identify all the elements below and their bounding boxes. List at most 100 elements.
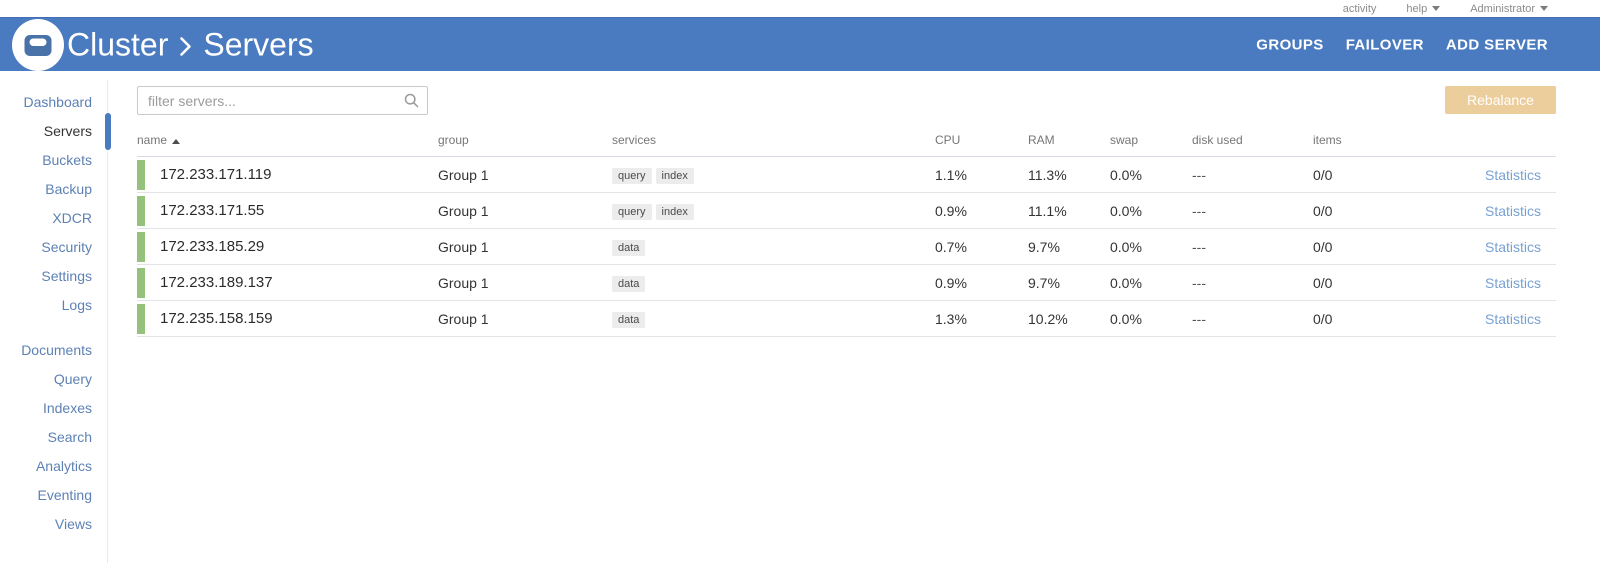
server-swap: 0.0% (1110, 300, 1192, 337)
add-server-button[interactable]: ADD SERVER (1445, 36, 1548, 53)
sidebar-item-logs[interactable]: Logs (61, 297, 92, 313)
server-name: 172.233.185.29 (160, 238, 265, 255)
service-badge: query (612, 167, 652, 184)
sidebar-item-backup[interactable]: Backup (45, 181, 92, 197)
sidebar-item-analytics[interactable]: Analytics (35, 458, 92, 474)
sidebar-item-documents[interactable]: Documents (21, 342, 92, 358)
server-disk-used: --- (1192, 264, 1313, 301)
server-name: 172.233.171.55 (160, 202, 265, 219)
column-header-swap[interactable]: swap (1110, 129, 1192, 157)
utility-bar: activity help Administrator (0, 0, 1600, 17)
server-disk-used: --- (1192, 300, 1313, 337)
sidebar-item-xdcr[interactable]: XDCR (52, 210, 92, 226)
server-status-bar (137, 303, 145, 334)
table-row: 172.233.171.55 Group 1 query index 0.9% 11.1%… (137, 192, 1556, 229)
service-badge: data (612, 311, 646, 328)
server-services: data (612, 228, 935, 265)
column-header-group[interactable]: group (438, 129, 612, 157)
server-status-bar (137, 267, 145, 298)
sidebar-item-query[interactable]: Query (53, 371, 92, 387)
search-icon (404, 93, 419, 108)
server-ram: 9.7% (1028, 228, 1110, 265)
failover-button[interactable]: FAILOVER (1345, 36, 1424, 53)
service-badge: index (655, 203, 694, 220)
statistics-link[interactable]: Statistics (1484, 310, 1541, 327)
server-status-bar (137, 159, 145, 190)
server-swap: 0.0% (1110, 192, 1192, 229)
chevron-down-icon (1432, 6, 1441, 11)
header-actions: GROUPS FAILOVER ADD SERVER (1256, 36, 1548, 53)
server-status-bar (137, 231, 145, 262)
sidebar-item-indexes[interactable]: Indexes (42, 400, 92, 416)
sidebar-item-settings[interactable]: Settings (41, 268, 92, 284)
server-cpu: 0.7% (935, 228, 1028, 265)
activity-label: activity (1342, 2, 1377, 15)
sidebar-item-security[interactable]: Security (41, 239, 92, 255)
server-services: data (612, 300, 935, 337)
user-menu[interactable]: Administrator (1470, 3, 1548, 15)
sidebar-primary-group: Dashboard Servers Buckets Backup XDCR Securit… (0, 88, 111, 320)
table-row: 172.233.185.29 Group 1 data 0.7% 9.7% 0.0% ---… (137, 228, 1556, 265)
column-header-cpu[interactable]: CPU (935, 129, 1028, 157)
column-header-items[interactable]: items (1313, 129, 1430, 157)
server-cpu: 0.9% (935, 192, 1028, 229)
server-name: 172.233.171.119 (160, 166, 272, 183)
server-cpu: 1.3% (935, 300, 1028, 337)
sidebar-item-views[interactable]: Views (54, 516, 92, 532)
sort-ascending-icon (172, 139, 181, 144)
app-header: Cluster Servers GROUPS FAILOVER ADD SERV… (0, 17, 1600, 71)
sidebar-item-buckets[interactable]: Buckets (42, 152, 92, 168)
server-group: Group 1 (438, 264, 612, 301)
filter-wrap (137, 86, 428, 115)
server-group: Group 1 (438, 300, 612, 337)
server-items: 0/0 (1313, 156, 1430, 193)
server-items: 0/0 (1313, 300, 1430, 337)
server-cpu: 0.9% (935, 264, 1028, 301)
server-group: Group 1 (438, 228, 612, 265)
table-row: 172.233.171.119 Group 1 query index 1.1% 11.3… (137, 156, 1556, 193)
chevron-down-icon (1540, 6, 1548, 11)
sidebar-item-servers[interactable]: Servers (0, 113, 111, 150)
server-services: query index (612, 192, 935, 229)
sidebar-item-eventing[interactable]: Eventing (37, 487, 92, 503)
column-header-ram[interactable]: RAM (1028, 129, 1110, 157)
toolbar: Rebalance (137, 86, 1556, 115)
sidebar-secondary-group: Documents Query Indexes Search Analytics Even… (0, 336, 107, 539)
statistics-link[interactable]: Statistics (1484, 238, 1541, 255)
statistics-link[interactable]: Statistics (1484, 166, 1541, 183)
column-header-name[interactable]: name (137, 129, 438, 157)
breadcrumb: Cluster Servers (67, 26, 314, 63)
server-swap: 0.0% (1110, 156, 1192, 193)
statistics-link[interactable]: Statistics (1484, 274, 1541, 291)
rebalance-button[interactable]: Rebalance (1445, 86, 1556, 114)
server-services: data (612, 264, 935, 301)
groups-button[interactable]: GROUPS (1256, 36, 1324, 53)
sidebar-item-dashboard[interactable]: Dashboard (23, 94, 93, 110)
help-menu[interactable]: help (1406, 3, 1441, 15)
sidebar: Dashboard Servers Buckets Backup XDCR Securit… (0, 71, 111, 539)
filter-servers-input[interactable] (137, 86, 428, 115)
breadcrumb-cluster[interactable]: Cluster (67, 26, 169, 62)
server-group: Group 1 (438, 192, 612, 229)
server-name: 172.233.189.137 (160, 274, 273, 291)
table-header-row: name group services CPU RAM swap disk used item… (137, 129, 1556, 157)
server-items: 0/0 (1313, 192, 1430, 229)
main-content: Rebalance namegroupservicesCPURAMswapdis… (137, 86, 1556, 337)
breadcrumb-section page-title: Servers (203, 26, 314, 62)
server-ram: 11.1% (1028, 192, 1110, 229)
column-header-services[interactable]: services (612, 129, 935, 157)
server-disk-used: --- (1192, 192, 1313, 229)
sidebar-item-search[interactable]: Search (47, 429, 92, 445)
server-group: Group 1 (438, 156, 612, 193)
user-label: Administrator (1470, 2, 1535, 15)
statistics-link[interactable]: Statistics (1484, 202, 1541, 219)
server-ram: 10.2% (1028, 300, 1110, 337)
servers-table: name group services CPU RAM swap disk used item… (137, 129, 1556, 337)
server-services: query index (612, 156, 935, 193)
column-header-disk-used[interactable]: disk used (1192, 129, 1313, 157)
service-badge: query (612, 203, 652, 220)
service-badge: data (612, 275, 646, 292)
activity-link[interactable]: activity (1343, 3, 1377, 15)
sidebar-divider (107, 80, 108, 563)
server-swap: 0.0% (1110, 264, 1192, 301)
